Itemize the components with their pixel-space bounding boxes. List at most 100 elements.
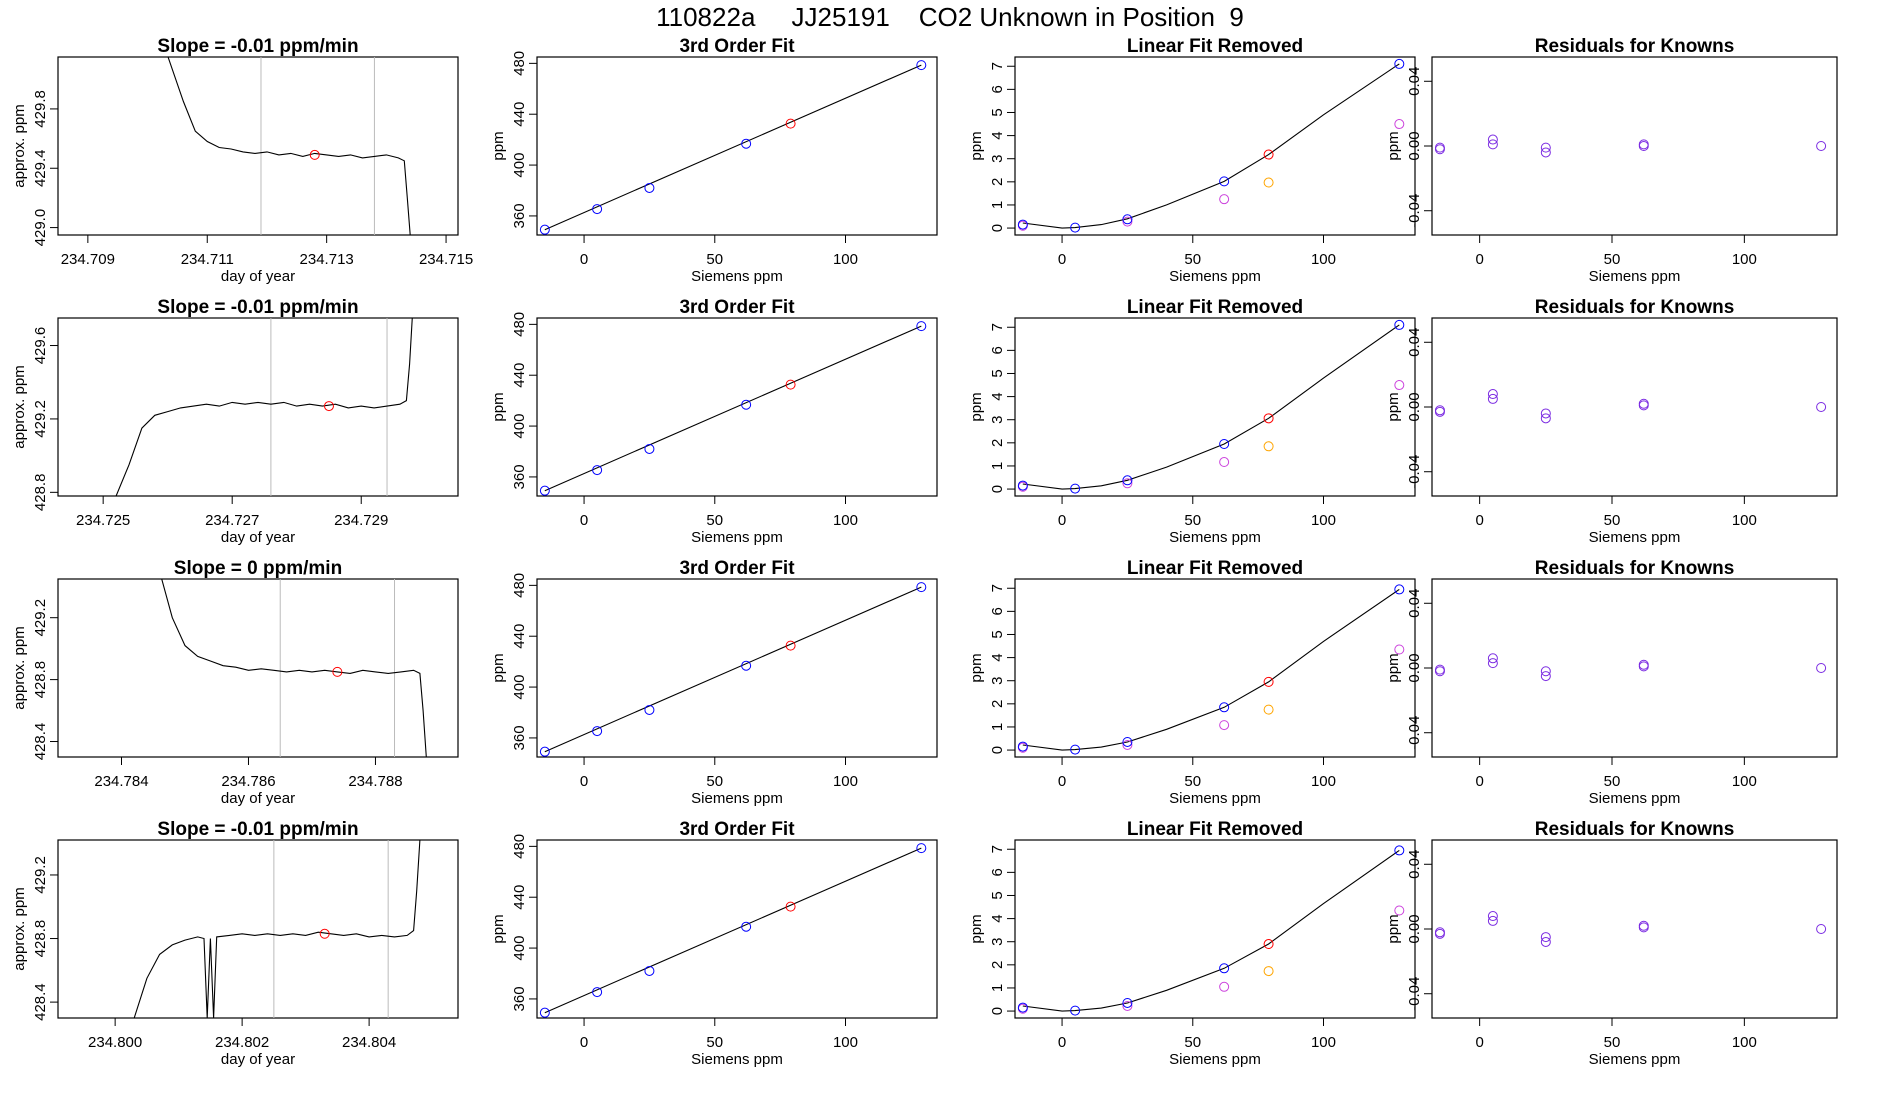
- raw-point: [1394, 119, 1405, 130]
- residual-point: [1540, 671, 1551, 682]
- x-tick-label: 234.804: [342, 1034, 396, 1051]
- x-tick-label: 100: [1732, 1034, 1757, 1051]
- x-tick-label: 0: [580, 1034, 588, 1051]
- raw-point: [1219, 720, 1230, 731]
- y-tick-label: 0.00: [1406, 131, 1423, 160]
- standard-point: [916, 582, 927, 593]
- standard-point: [644, 443, 655, 454]
- y-tick-label: 5: [989, 891, 1006, 899]
- raw-point: [1219, 457, 1230, 468]
- panel-title: 3rd Order Fit: [679, 819, 795, 840]
- y-tick-label: 4: [989, 392, 1006, 400]
- standard-point: [592, 987, 603, 998]
- mean-marker: [323, 401, 334, 412]
- panel-title: Slope = -0.01 ppm/min: [157, 36, 358, 57]
- raw-point: [1219, 194, 1230, 205]
- x-tick-label: 50: [1184, 251, 1201, 268]
- figure-title: 110822a JJ25191 CO2 Unknown in Position …: [656, 2, 1244, 32]
- plot-frame: [536, 317, 938, 497]
- panel-title: Slope = 0 ppm/min: [174, 558, 342, 579]
- x-tick-label: 100: [1311, 512, 1336, 529]
- x-tick-label: 50: [1604, 512, 1621, 529]
- plot-frame: [57, 578, 459, 758]
- residual-point: [1816, 402, 1827, 412]
- y-tick-label: 429.2: [32, 400, 49, 438]
- y-tick-label: 360: [511, 464, 528, 489]
- standard-point: [1219, 963, 1230, 974]
- x-tick-label: 234.800: [88, 1034, 142, 1051]
- panel-title: Residuals for Knowns: [1535, 558, 1735, 579]
- y-tick-label: 2: [989, 700, 1006, 708]
- standard-point: [1122, 475, 1133, 486]
- x-axis-label: Siemens ppm: [691, 529, 783, 546]
- x-tick-label: 50: [1184, 773, 1201, 790]
- standard-point: [539, 485, 550, 496]
- residual-point: [1638, 141, 1649, 151]
- standard-point: [1219, 702, 1230, 713]
- residual-point: [1434, 144, 1445, 155]
- panel-r1-c1: Slope = -0.01 ppm/min 234.709 234.711 234.7…: [11, 36, 473, 285]
- panel-title: Slope = -0.01 ppm/min: [157, 819, 358, 840]
- standard-point: [1394, 58, 1405, 69]
- y-tick-label: 4: [989, 131, 1006, 139]
- y-tick-label: 429.4: [32, 149, 49, 187]
- x-tick-label: 100: [833, 251, 858, 268]
- raw-point: [1122, 739, 1133, 750]
- standard-point: [916, 321, 927, 332]
- plot-frame: [1431, 839, 1838, 1019]
- panel-title: Linear Fit Removed: [1127, 297, 1303, 318]
- y-tick-label: 0.04: [1406, 328, 1423, 357]
- y-axis-label: approx. ppm: [11, 104, 28, 187]
- y-tick-label: 1: [989, 723, 1006, 731]
- standard-point: [1394, 845, 1405, 856]
- x-axis-label: day of year: [221, 268, 295, 285]
- standard-point: [592, 465, 603, 476]
- y-tick-label: 428.4: [32, 723, 49, 761]
- residual-point: [1540, 147, 1551, 158]
- y-tick-label: 6: [989, 346, 1006, 354]
- x-tick-label: 100: [1732, 512, 1757, 529]
- y-tick-label: 6: [989, 85, 1006, 93]
- plot-frame: [1014, 578, 1416, 758]
- standard-point: [1394, 319, 1405, 330]
- residual-point: [1487, 911, 1498, 922]
- panel-r1-c2: 3rd Order Fit 0 50 100 360 400 440 480 Siemens p…: [490, 36, 938, 285]
- y-tick-label: 0: [989, 485, 1006, 493]
- x-tick-label: 100: [833, 773, 858, 790]
- trace-line: [167, 57, 411, 235]
- x-tick-label: 50: [706, 512, 723, 529]
- x-tick-label: 0: [1475, 512, 1483, 529]
- residual-point: [1638, 400, 1649, 411]
- x-tick-label: 234.802: [215, 1034, 269, 1051]
- fit-curve: [1022, 63, 1400, 229]
- panel-r1-c3: Linear Fit Removed 0 50 100 0 1 2 3 4 5 6 7 Siemens …: [968, 36, 1416, 285]
- x-tick-label: 50: [706, 1034, 723, 1051]
- panel-r3-c2: 3rd Order Fit 0 50 100 360 400 440 480 Siemens p…: [490, 558, 938, 807]
- x-tick-label: 50: [1604, 773, 1621, 790]
- y-tick-label: 0.00: [1406, 392, 1423, 421]
- y-tick-label: 0.00: [1406, 914, 1423, 943]
- x-tick-label: 234.715: [419, 251, 473, 268]
- x-tick-label: 234.786: [221, 773, 275, 790]
- y-tick-label: 0: [989, 1007, 1006, 1015]
- residual-point: [1540, 142, 1551, 153]
- raw-point: [1394, 644, 1405, 655]
- y-tick-label: 3: [989, 416, 1006, 424]
- unknown-raw-point: [1263, 704, 1274, 715]
- x-tick-label: 234.788: [348, 773, 402, 790]
- raw-point: [1122, 216, 1133, 227]
- x-tick-label: 50: [706, 251, 723, 268]
- unknown-point: [785, 901, 796, 912]
- fit-curve: [1022, 588, 1400, 751]
- y-tick-label: 6: [989, 868, 1006, 876]
- y-tick-label: 360: [511, 203, 528, 228]
- y-axis-label: ppm: [490, 914, 507, 943]
- y-axis-label: ppm: [1385, 392, 1402, 421]
- y-tick-label: 440: [511, 885, 528, 910]
- data-layer: [1017, 58, 1405, 233]
- y-tick-label: 400: [511, 153, 528, 178]
- standard-point: [644, 704, 655, 715]
- y-axis-label: ppm: [1385, 131, 1402, 160]
- y-tick-label: 480: [511, 834, 528, 859]
- x-axis-label: day of year: [221, 1051, 295, 1068]
